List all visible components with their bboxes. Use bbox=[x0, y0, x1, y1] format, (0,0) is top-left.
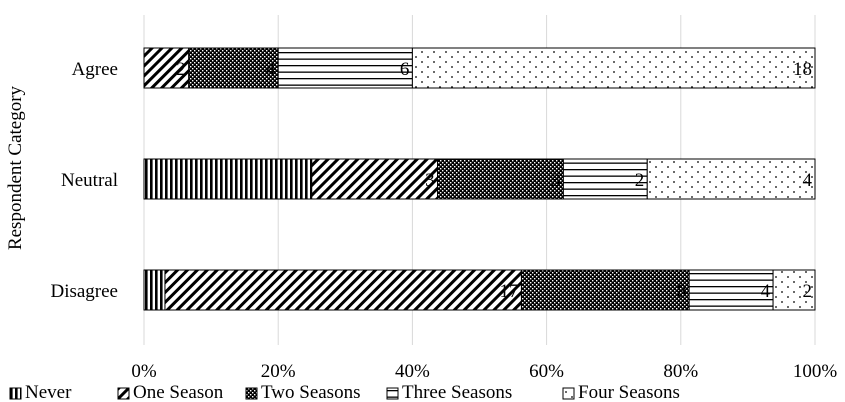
data-label: 4 bbox=[803, 170, 813, 191]
data-label: 3 bbox=[425, 170, 435, 191]
x-tick-labels: 0% 20% 40% 60% 80% 100% bbox=[131, 361, 837, 382]
bar-segment bbox=[688, 269, 774, 311]
bar-segment bbox=[143, 47, 190, 89]
x-tick-label: 20% bbox=[261, 361, 296, 382]
legend: Never One Season Two Seasons Three Seasons F… bbox=[9, 382, 680, 402]
bar-segment bbox=[772, 269, 816, 311]
legend-label: Never bbox=[25, 382, 72, 402]
bar-segments bbox=[143, 47, 816, 311]
bar-segment bbox=[311, 158, 439, 200]
x-tick-label: 0% bbox=[131, 361, 157, 382]
bar-segment bbox=[277, 47, 413, 89]
bar-segment bbox=[143, 269, 166, 311]
data-labels: 2 4 6 18 3 3 2 4 17 8 4 2 bbox=[176, 59, 812, 302]
data-label: 4 bbox=[761, 281, 771, 302]
data-label: 8 bbox=[677, 281, 687, 302]
legend-swatch bbox=[562, 387, 575, 400]
legend-label: Four Seasons bbox=[578, 382, 680, 402]
legend-swatch bbox=[9, 387, 22, 400]
bar-segment bbox=[411, 47, 816, 89]
x-tick-label: 40% bbox=[395, 361, 430, 382]
category-labels: Agree Neutral Disagree bbox=[50, 59, 118, 302]
x-tick-label: 60% bbox=[529, 361, 564, 382]
bar-segment bbox=[520, 269, 690, 311]
legend-swatch bbox=[117, 387, 130, 400]
bar-segment bbox=[437, 158, 564, 200]
y-axis-title: Respondent Category bbox=[5, 85, 26, 250]
data-label: 18 bbox=[793, 59, 812, 80]
data-label: 6 bbox=[400, 59, 410, 80]
category-label: Neutral bbox=[61, 170, 118, 191]
legend-swatch bbox=[386, 387, 399, 400]
category-label: Agree bbox=[72, 59, 118, 80]
legend-swatch bbox=[245, 387, 258, 400]
category-label: Disagree bbox=[50, 281, 118, 302]
data-label: 17 bbox=[499, 281, 518, 302]
x-tick-label: 80% bbox=[663, 361, 698, 382]
data-label: 3 bbox=[551, 170, 561, 191]
bar-segment bbox=[646, 158, 816, 200]
legend-label: One Season bbox=[133, 382, 224, 402]
legend-label: Two Seasons bbox=[261, 382, 360, 402]
data-label: 4 bbox=[266, 59, 276, 80]
data-label: 2 bbox=[635, 170, 645, 191]
data-label: 2 bbox=[803, 281, 813, 302]
x-tick-label: 100% bbox=[793, 361, 838, 382]
bar-segment bbox=[164, 269, 522, 311]
data-label: 2 bbox=[176, 59, 186, 80]
bar-segment bbox=[143, 158, 313, 200]
legend-label: Three Seasons bbox=[402, 382, 512, 402]
